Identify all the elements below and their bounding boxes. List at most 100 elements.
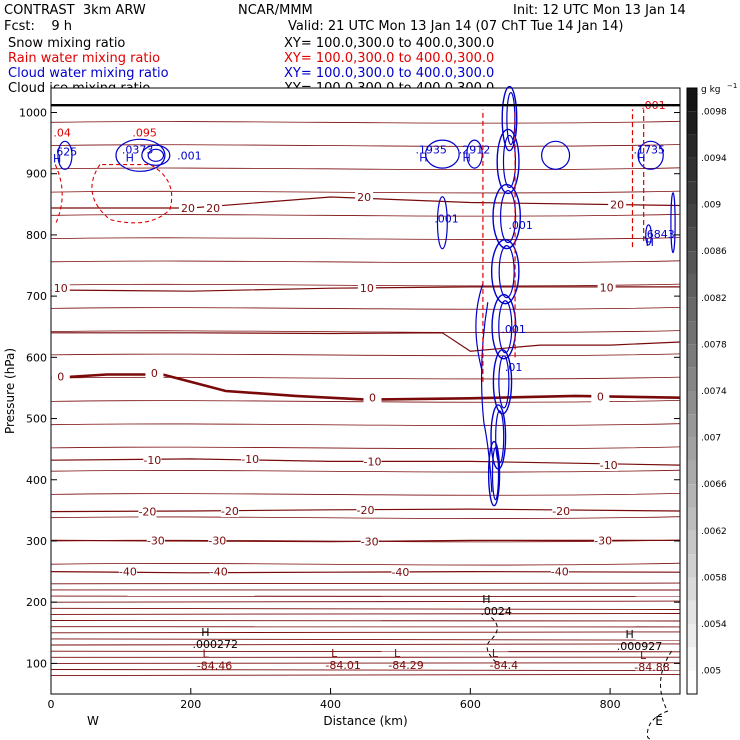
contour-label-bg xyxy=(208,534,227,547)
contour-label-bg xyxy=(594,534,613,547)
isentrope-line xyxy=(50,669,681,672)
colorbar-cell xyxy=(687,204,697,228)
low-marker: L xyxy=(394,647,401,660)
model-title: CONTRAST 3km ARW xyxy=(4,3,146,18)
isentrope-line xyxy=(50,376,681,380)
cloud-water-contour xyxy=(498,245,515,299)
colorbar-unit: g kg xyxy=(701,85,721,95)
cloud-water-contour xyxy=(498,300,513,354)
maxima-label: .0024 xyxy=(480,605,512,618)
cloud-water-label: .6843 xyxy=(643,228,675,241)
colorbar-tick-label: .0078 xyxy=(701,340,727,350)
colorbar-frame xyxy=(686,87,698,695)
high-marker: H xyxy=(482,593,490,606)
x-tick-label: 800 xyxy=(600,698,621,711)
colorbar-cell xyxy=(687,577,697,601)
contour-label-bg xyxy=(391,566,410,579)
low-marker: L xyxy=(640,649,647,662)
colorbar-cell xyxy=(687,624,697,648)
colorbar-cell xyxy=(687,111,697,135)
colorbar-cell xyxy=(687,321,697,345)
temperature-contour-label: 10 xyxy=(54,282,68,295)
colorbar-tick-label: .0074 xyxy=(701,387,727,397)
temperature-contour-label: -40 xyxy=(210,566,228,579)
isentrope-line xyxy=(50,662,681,664)
temperature-contour-label: -20 xyxy=(221,505,239,518)
cloud-water-contour xyxy=(645,224,652,246)
contour-label-bg xyxy=(145,367,164,380)
y-tick-label: 800 xyxy=(26,229,47,242)
field-rain-name: Rain water mixing ratio xyxy=(8,51,161,66)
y-axis-title: Pressure (hPa) xyxy=(3,348,17,434)
isentrope-line xyxy=(50,190,681,194)
y-tick-label: 700 xyxy=(26,290,47,303)
contour-label-bg xyxy=(146,534,165,547)
colorbar-tick-label: .0066 xyxy=(701,480,727,490)
temperature-contour-4 xyxy=(50,373,681,401)
colorbar: .0098 .0094 .009 .0086 .0082 .0078 .0074 .007 .0… xyxy=(686,82,737,695)
contour-label-bg xyxy=(51,370,70,383)
contour-label-bg xyxy=(138,505,157,518)
east-label: E xyxy=(655,714,663,728)
colorbar-tick-label: .0058 xyxy=(701,573,727,583)
init-time: Init: 12 UTC Mon 13 Jan 14 xyxy=(513,3,686,18)
contour-label-bg xyxy=(356,503,375,516)
colorbar-tick-label: .0054 xyxy=(701,620,727,630)
org-label: NCAR/MMM xyxy=(238,3,313,18)
high-marker: H xyxy=(126,151,134,164)
field-cloudwater-xy: XY= 100.0,300.0 to 400.0,300.0 xyxy=(284,66,495,81)
colorbar-cell xyxy=(687,367,697,391)
colorbar-cell xyxy=(687,344,697,368)
cloud-water-label: .625 xyxy=(53,145,78,158)
temperature-contour-5 xyxy=(51,332,681,352)
y-tick-label: 300 xyxy=(26,535,47,548)
field-rain-xy: XY= 100.0,300.0 to 400.0,300.0 xyxy=(284,51,495,66)
colorbar-cell xyxy=(687,88,697,112)
isentrope-line xyxy=(50,493,681,496)
tropopause-min-label: -84.4 xyxy=(490,659,518,672)
isentrope-line xyxy=(50,167,681,171)
temperature-contour-label: -10 xyxy=(241,453,259,466)
cloud-water-contour xyxy=(637,140,664,170)
colorbar-tick-label: .0082 xyxy=(701,294,727,304)
contour-label-bg xyxy=(360,535,379,548)
isentrope-line xyxy=(50,650,681,653)
cloud-ice-contour xyxy=(486,617,498,662)
y-tick-label: 1000 xyxy=(19,106,47,119)
cloud-water-contour xyxy=(425,139,460,169)
low-marker: L xyxy=(203,648,210,661)
rain-water-label: .04 xyxy=(53,126,71,139)
colorbar-cell xyxy=(687,414,697,438)
contour-label-bg xyxy=(357,282,376,295)
temperature-contour-label: 0 xyxy=(597,391,604,404)
temperature-contour-label: 20 xyxy=(610,198,624,211)
colorbar-cell xyxy=(687,600,697,625)
cloud-ice-contour xyxy=(646,650,673,740)
isentrope-line xyxy=(50,237,681,240)
colorbar-cell xyxy=(687,530,697,555)
cloud-water-contour xyxy=(115,138,166,172)
colorbar-cell xyxy=(687,670,697,694)
isentrope-line xyxy=(50,607,681,610)
temperature-contour-7 xyxy=(51,196,681,209)
tropopause-min-label: -84.01 xyxy=(325,659,360,672)
isentrope-line xyxy=(50,144,681,147)
colorbar-tick-label: .005 xyxy=(701,667,721,677)
temperature-contour-0 xyxy=(50,570,681,574)
cloud-water-contours xyxy=(57,85,676,507)
y-tick-label: 100 xyxy=(26,657,47,670)
temperature-contour-label: 20 xyxy=(357,191,371,204)
temperature-contour-label: -20 xyxy=(552,505,570,518)
x-tick-label: 0 xyxy=(48,698,55,711)
rain-water-contours xyxy=(54,109,645,382)
colorbar-cell xyxy=(687,251,697,275)
tropopause-min-label: -84.46 xyxy=(197,660,232,673)
colorbar-cell xyxy=(687,391,697,415)
valid-time: Valid: 21 UTC Mon 13 Jan 14 (07 ChT Tue … xyxy=(288,19,624,34)
west-label: W xyxy=(87,714,99,728)
high-marker: H xyxy=(637,151,645,164)
isentrope-line xyxy=(50,643,681,646)
cloud-water-label: .1735 xyxy=(633,143,665,156)
contour-label-bg xyxy=(220,504,239,517)
colorbar-unit-exponent: −1 xyxy=(727,82,737,90)
